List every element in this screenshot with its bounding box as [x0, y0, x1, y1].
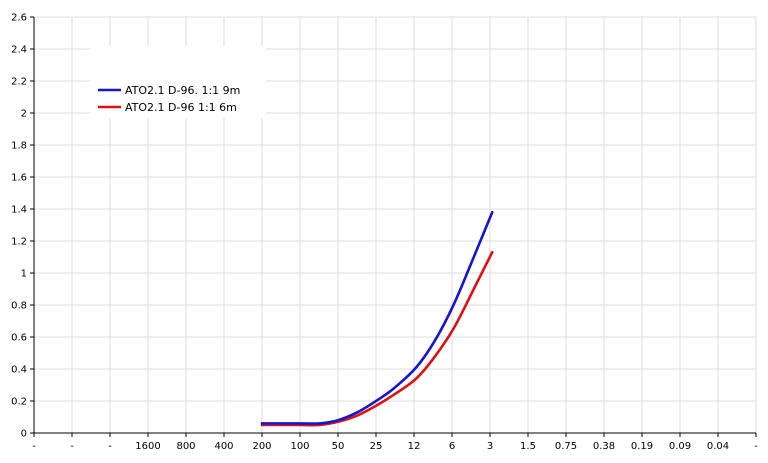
x-tick-label: -	[108, 441, 112, 452]
x-tick-label: 200	[252, 441, 271, 452]
y-tick-label: 1.8	[11, 141, 27, 152]
legend: ATO2.1 D-96. 1:1 9m ATO2.1 D-96 1:1 6m	[90, 46, 266, 118]
series-line-2	[260, 250, 494, 427]
x-tick-label: 0.38	[593, 441, 615, 452]
x-tick-labels: - - - 1600 800 400 200 100 50 25 12 6 3 1.5 0.75 0.38 0.…	[32, 441, 758, 452]
y-tick-label: 2.4	[11, 45, 27, 56]
axes	[30, 16, 757, 437]
x-tick-label: 25	[370, 441, 383, 452]
x-tick-label: 100	[290, 441, 309, 452]
x-tick-label: 0.04	[707, 441, 729, 452]
x-tick-label: 12	[408, 441, 421, 452]
y-tick-label: 1.6	[11, 173, 27, 184]
y-tick-label: 2.6	[11, 13, 27, 24]
y-tick-label: 2	[21, 109, 27, 120]
y-tick-label: 0	[21, 429, 27, 440]
y-tick-label: 2.2	[11, 77, 27, 88]
x-tick-label: 50	[332, 441, 345, 452]
x-tick-label: 3	[487, 441, 493, 452]
legend-label-1: ATO2.1 D-96. 1:1 9m	[125, 84, 240, 97]
y-tick-labels: 0 0.2 0.4 0.6 0.8 1 1.2 1.4 1.6 1.8 2 2.2 2.4 2.6	[11, 13, 27, 440]
y-tick-label: 0.6	[11, 333, 27, 344]
y-tick-label: 1	[21, 269, 27, 280]
x-tick-label: -	[70, 441, 74, 452]
x-tick-label: 0.75	[555, 441, 577, 452]
x-tick-label: -	[754, 441, 758, 452]
y-tick-label: 0.4	[11, 365, 27, 376]
x-tick-label: 800	[176, 441, 195, 452]
x-tick-label: 0.09	[669, 441, 691, 452]
x-tick-label: 1600	[135, 441, 160, 452]
series-lines	[260, 210, 494, 427]
legend-label-2: ATO2.1 D-96 1:1 6m	[125, 101, 237, 114]
x-tick-label: 6	[449, 441, 455, 452]
y-tick-label: 0.8	[11, 301, 27, 312]
y-tick-label: 0.2	[11, 397, 27, 408]
y-tick-label: 1.2	[11, 237, 27, 248]
x-tick-label: -	[32, 441, 36, 452]
x-tick-label: 400	[214, 441, 233, 452]
y-tick-label: 1.4	[11, 205, 27, 216]
x-tick-label: 0.19	[631, 441, 653, 452]
x-tick-label: 1.5	[520, 441, 536, 452]
series-line-1	[260, 210, 494, 425]
